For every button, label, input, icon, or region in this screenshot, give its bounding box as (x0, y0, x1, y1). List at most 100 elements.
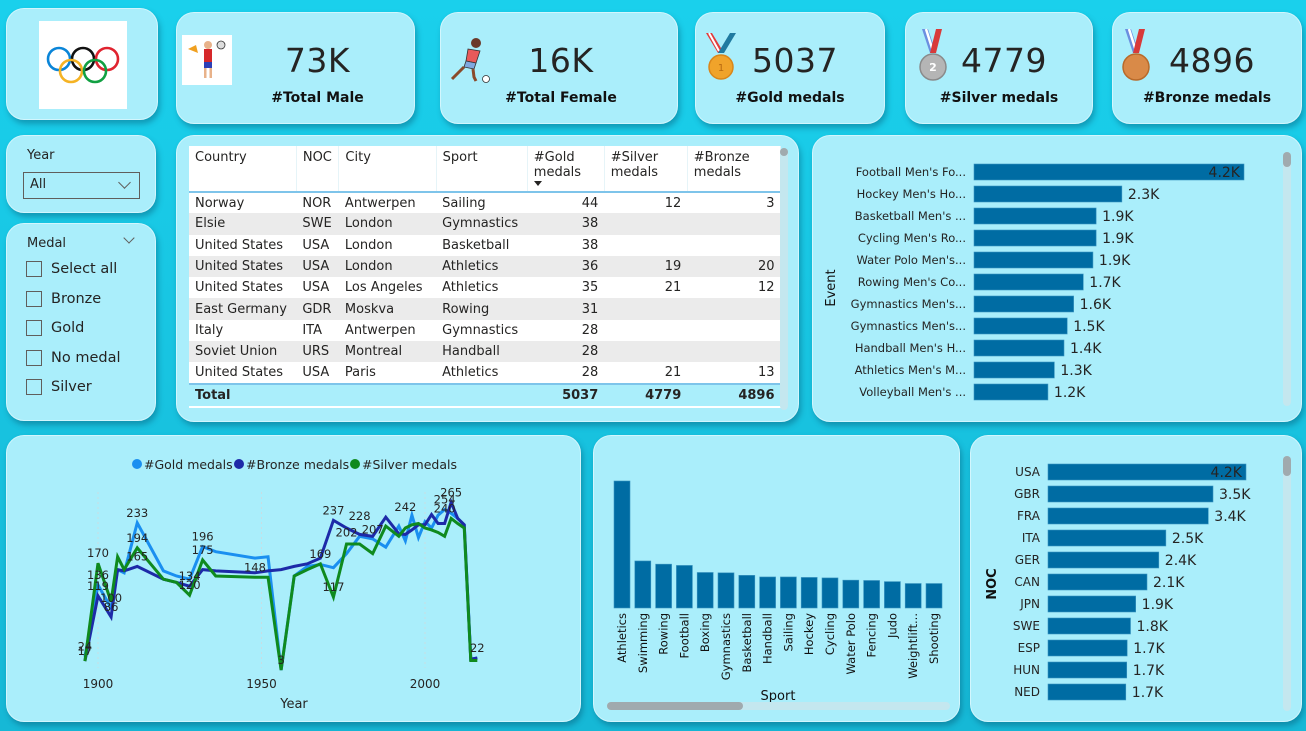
column-header-bronze[interactable]: #Bronze medals (687, 146, 782, 193)
series-line[interactable] (83, 515, 478, 671)
table-row[interactable]: Norway NOR Antwerpen Sailing 44 12 3 (189, 192, 781, 213)
bar[interactable] (696, 572, 714, 609)
column-header-country[interactable]: Country (189, 146, 297, 193)
checkbox[interactable] (26, 261, 42, 277)
x-tick-label: 1900 (83, 677, 114, 691)
table-row[interactable]: United States USA London Basketball 38 (189, 235, 781, 256)
bar[interactable] (973, 229, 1097, 247)
bar[interactable] (717, 572, 735, 609)
bar[interactable] (1047, 661, 1128, 679)
bar[interactable] (1047, 507, 1209, 525)
bar[interactable] (973, 339, 1065, 357)
table-row[interactable]: Soviet Union URS Montreal Handball 28 (189, 341, 781, 363)
column-header-noc[interactable]: NOC (296, 146, 340, 193)
data-label: 1.5K (1073, 319, 1105, 335)
table-scrollbar[interactable] (780, 148, 788, 410)
bar[interactable] (821, 577, 839, 609)
table-row[interactable]: Elsie SWE London Gymnastics 38 (189, 213, 781, 235)
table-row[interactable]: United States USA London Athletics 36 19 20 (189, 255, 781, 278)
column-header-city[interactable]: City (338, 146, 437, 193)
checkbox[interactable] (26, 379, 42, 395)
checkbox[interactable] (26, 350, 42, 366)
column-header-sport[interactable]: Sport (436, 146, 528, 193)
bar[interactable] (655, 563, 672, 609)
category-label: HUN (1013, 663, 1040, 677)
table-cell: London (338, 255, 437, 278)
year-dropdown[interactable]: All (23, 172, 140, 199)
bar[interactable] (973, 295, 1074, 313)
column-header-gold[interactable]: #Gold medals (527, 146, 605, 193)
checkbox[interactable] (26, 291, 42, 307)
series-line[interactable] (83, 497, 478, 662)
column-header-silver[interactable]: #Silver medals (604, 146, 688, 193)
bar[interactable] (1047, 551, 1160, 569)
table-row[interactable]: East Germany GDR Moskva Rowing 31 (189, 298, 781, 320)
bar[interactable] (1047, 595, 1136, 613)
data-label: 3.5K (1219, 487, 1251, 503)
table-cell: 12 (757, 280, 775, 296)
category-label: JPN (1019, 597, 1040, 611)
table-scrollbar-thumb[interactable] (780, 148, 788, 156)
medal-option-silver[interactable]: Silver (26, 379, 92, 395)
bar[interactable] (973, 383, 1049, 401)
noc-chart-scrollbar-thumb[interactable] (1283, 456, 1291, 476)
medal-option-select-all[interactable]: Select all (26, 261, 117, 277)
bar[interactable] (842, 579, 860, 609)
bar[interactable] (759, 576, 776, 609)
bar[interactable] (863, 580, 880, 609)
sport-chart-hscrollbar[interactable] (607, 702, 950, 710)
table-cell: 19 (604, 255, 688, 278)
sport-chart-hscrollbar-thumb[interactable] (607, 702, 743, 710)
category-label: Swimming (636, 613, 650, 673)
medal-option-bronze[interactable]: Bronze (26, 291, 101, 307)
medal-option-gold[interactable]: Gold (26, 320, 84, 336)
bar[interactable] (1047, 463, 1247, 481)
bar[interactable] (1047, 573, 1148, 591)
bar[interactable] (1047, 683, 1127, 701)
bar[interactable] (973, 185, 1123, 203)
bar[interactable] (973, 251, 1094, 269)
chevron-down-icon[interactable] (123, 232, 135, 244)
checkbox[interactable] (26, 320, 42, 336)
bar[interactable] (973, 361, 1055, 379)
kpi-label: #Total Male (271, 90, 364, 106)
bar[interactable] (800, 577, 818, 609)
bar[interactable] (973, 273, 1084, 291)
table-row[interactable]: United States USA Los Angeles Athletics 35 21… (189, 277, 781, 298)
event-chart-scrollbar[interactable] (1283, 152, 1291, 406)
bar[interactable] (884, 581, 901, 609)
year-dropdown-value: All (30, 177, 47, 192)
bar[interactable] (738, 575, 756, 609)
legend-label[interactable]: #Bronze medals (246, 457, 349, 472)
bar[interactable] (780, 576, 797, 609)
bar[interactable] (973, 317, 1068, 335)
bar[interactable] (973, 163, 1245, 181)
bar[interactable] (1047, 529, 1167, 547)
bar[interactable] (613, 480, 631, 609)
data-label: 1.7K (1133, 641, 1165, 657)
bar[interactable] (1047, 485, 1214, 503)
legend-label[interactable]: #Gold medals (144, 457, 233, 472)
event-chart-scrollbar-thumb[interactable] (1283, 152, 1291, 167)
bar[interactable] (634, 560, 652, 609)
bar[interactable] (1047, 639, 1128, 657)
table-cell: 13 (757, 365, 775, 381)
bar[interactable] (904, 583, 922, 609)
table-cell: 36 (527, 255, 605, 278)
data-label: 169 (309, 547, 331, 561)
bar[interactable] (1047, 617, 1131, 635)
category-label: GER (1015, 553, 1040, 567)
medal-option-no-medal[interactable]: No medal (26, 350, 121, 366)
bar[interactable] (925, 583, 943, 609)
category-label: Basketball (740, 613, 754, 673)
noc-chart-scrollbar[interactable] (1283, 456, 1291, 711)
data-label: 117 (322, 580, 344, 594)
kpi-label: #Silver medals (939, 90, 1059, 106)
table-row[interactable]: Italy ITA Antwerpen Gymnastics 28 (189, 320, 781, 341)
bar[interactable] (973, 207, 1097, 225)
legend-label[interactable]: #Silver medals (362, 457, 457, 472)
series-line[interactable] (83, 507, 478, 671)
table-row[interactable]: United States USA Paris Athletics 28 21 13 (189, 362, 781, 383)
data-label: 240 (434, 501, 456, 515)
bar[interactable] (676, 565, 693, 609)
